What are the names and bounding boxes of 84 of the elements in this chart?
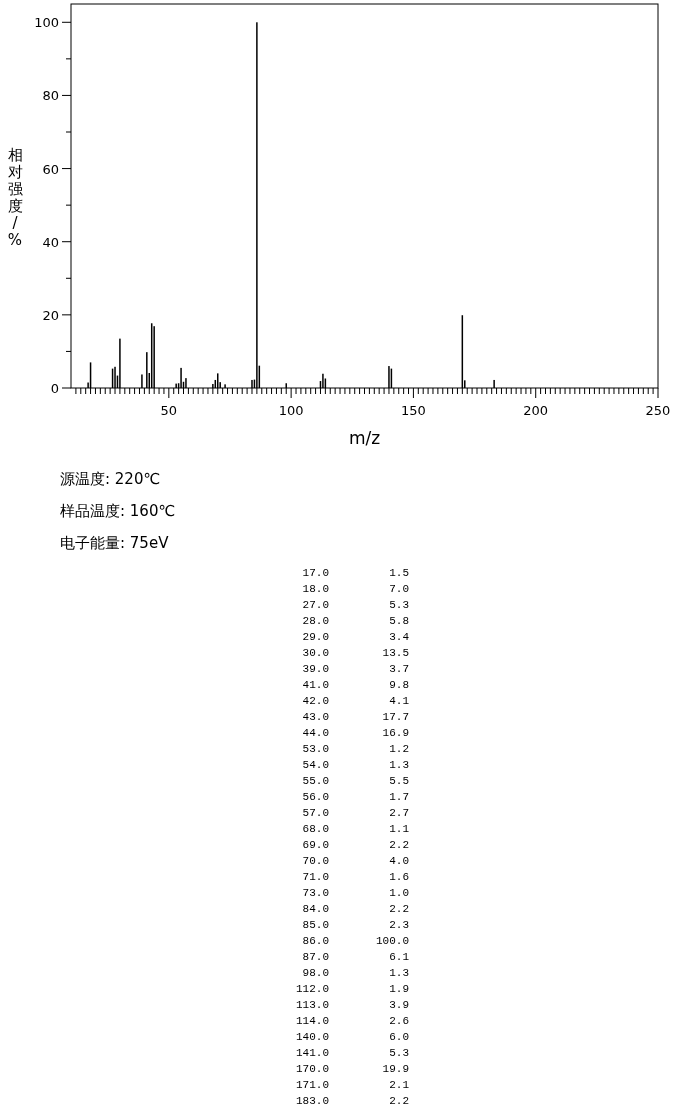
- text: 42.0: [302, 695, 329, 707]
- text: 85.0: [302, 919, 329, 931]
- text: 28.0: [302, 615, 329, 627]
- text: 57.0: [302, 807, 329, 819]
- text: 源温度: 220℃: [60, 470, 161, 488]
- text: 1.3: [389, 759, 409, 771]
- text: 6.0: [389, 1031, 409, 1043]
- text: 2.1: [389, 1079, 410, 1091]
- y-tick-label: 40: [42, 234, 59, 250]
- x-tick-label: 150: [401, 403, 426, 418]
- text: 43.0: [302, 711, 329, 723]
- text: 3.7: [389, 663, 409, 675]
- text: 73.0: [302, 887, 329, 899]
- text: 98.0: [302, 967, 329, 979]
- text: 44.0: [302, 727, 329, 739]
- text: 70.0: [302, 855, 329, 867]
- text: 55.0: [302, 775, 329, 787]
- text: 3.9: [389, 999, 409, 1011]
- text: 71.0: [302, 871, 329, 883]
- text: 68.0: [302, 823, 329, 835]
- x-axis-title: m/z: [348, 428, 381, 448]
- text: 2.2: [389, 1095, 409, 1107]
- text: 5.8: [389, 615, 409, 627]
- text: 2.6: [389, 1015, 409, 1027]
- y-tick-label: 80: [42, 88, 59, 104]
- text: 100.0: [375, 935, 409, 947]
- text: 17.7: [382, 711, 409, 723]
- text: 1.3: [389, 967, 409, 979]
- text: 170.0: [295, 1063, 329, 1075]
- text: 6.1: [389, 951, 410, 963]
- text: 141.0: [295, 1047, 329, 1059]
- text: 1.2: [389, 743, 409, 755]
- text: 112.0: [295, 983, 329, 995]
- text: 13.5: [382, 647, 409, 659]
- text: 7.0: [389, 583, 409, 595]
- text: 54.0: [302, 759, 329, 771]
- x-tick-label: 100: [278, 403, 304, 418]
- text: 140.0: [295, 1031, 329, 1043]
- text: 29.0: [302, 631, 329, 643]
- text: 171.0: [295, 1079, 329, 1091]
- text: 53.0: [302, 743, 329, 755]
- text: 样品温度: 160℃: [60, 502, 176, 520]
- y-tick-label: 20: [42, 307, 59, 323]
- text: 3.4: [389, 631, 410, 643]
- text: 1.9: [389, 983, 409, 995]
- text: 19.9: [382, 1063, 409, 1075]
- x-tick-label: 50: [160, 403, 178, 418]
- x-tick-label: 250: [645, 403, 671, 418]
- text: 17.0: [302, 567, 329, 579]
- y-tick-label: 0: [50, 381, 59, 396]
- text: 2.2: [389, 839, 409, 851]
- text: 113.0: [295, 999, 329, 1011]
- text: 5.3: [389, 599, 409, 611]
- text: 86.0: [302, 935, 329, 947]
- text: 87.0: [302, 951, 329, 963]
- text: 16.9: [382, 727, 409, 739]
- text: 4.1: [389, 695, 410, 707]
- text: 2.2: [389, 903, 409, 915]
- text: 1.0: [389, 887, 409, 899]
- text: 4.0: [389, 855, 409, 867]
- text: 1.6: [389, 871, 409, 883]
- y-tick-label: 100: [34, 15, 59, 31]
- text: 1.5: [389, 567, 409, 579]
- text: 电子能量: 75eV: [60, 534, 170, 552]
- text: 9.8: [389, 679, 409, 691]
- text: 69.0: [302, 839, 329, 851]
- text: 5.5: [389, 775, 409, 787]
- text: 41.0: [302, 679, 329, 691]
- text: 1.7: [389, 791, 409, 803]
- text: 39.0: [302, 663, 329, 675]
- y-axis-title: 相对强度/%: [7, 146, 23, 249]
- text: 56.0: [302, 791, 329, 803]
- text: 30.0: [302, 647, 329, 659]
- text: 27.0: [302, 599, 329, 611]
- text: 2.7: [389, 807, 409, 819]
- text: 114.0: [295, 1015, 329, 1027]
- x-tick-label: 200: [523, 403, 549, 418]
- text: 5.3: [389, 1047, 409, 1059]
- text: 183.0: [295, 1095, 329, 1107]
- text: 1.1: [389, 823, 410, 835]
- y-tick-label: 60: [42, 161, 59, 177]
- text: 18.0: [302, 583, 329, 595]
- text: 2.3: [389, 919, 409, 931]
- text: 84.0: [302, 903, 329, 915]
